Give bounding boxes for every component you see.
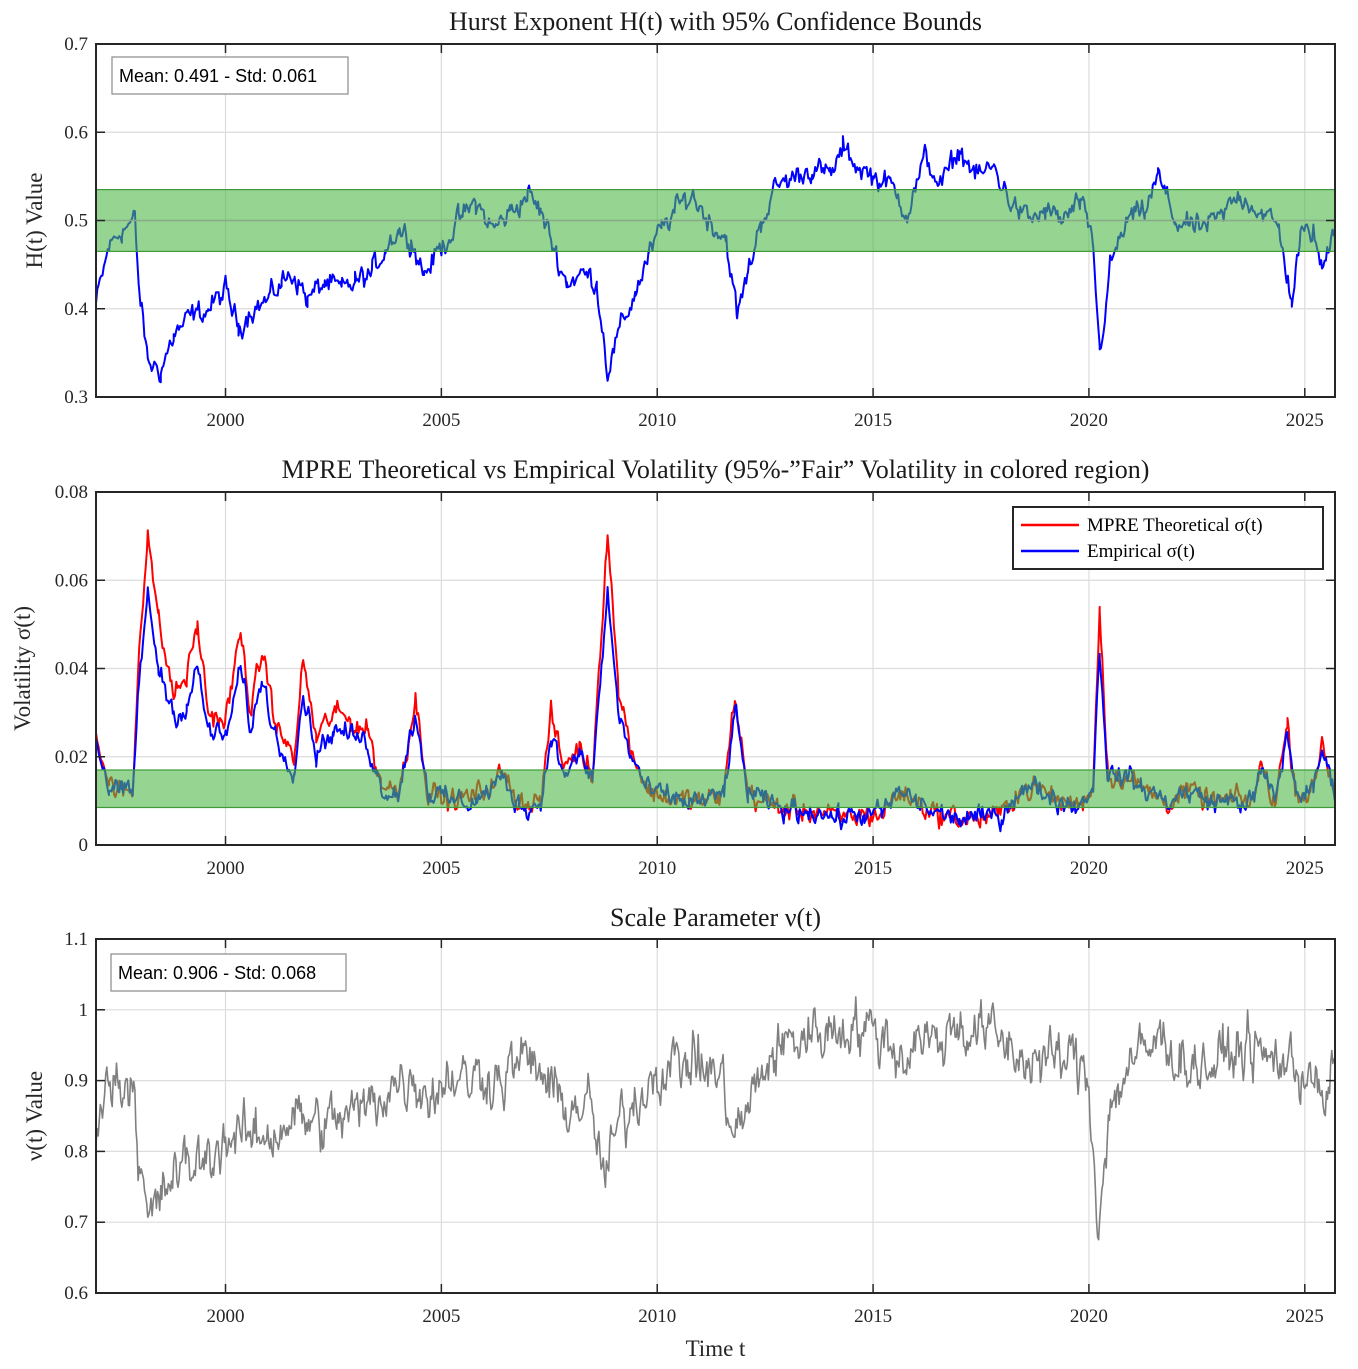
y-tick-label: 0.08	[55, 482, 88, 503]
volatility-panel: 2000 2005 2010 2015 2020 2025 0 0.02 0.04 0.06 0.0…	[10, 455, 1336, 879]
y-tick-label: 0.6	[64, 122, 88, 143]
y-tick-label: 0.5	[64, 211, 88, 232]
stats-annotation-box	[110, 953, 347, 992]
hurst-chart-title: Hurst Exponent H(t) with 95% Confidence …	[449, 7, 982, 36]
scale-panel: 2000 2005 2010 2015 2020 2025 0.6 0.7 0.8 0.9 1 1.1…	[22, 903, 1336, 1361]
y-tick-label: 0.8	[64, 1141, 88, 1162]
x-axis-label: Time t	[686, 1336, 746, 1361]
y-tick-label: 0.02	[55, 747, 88, 768]
x-tick-label: 2020	[1070, 1306, 1108, 1327]
x-tick-label: 2010	[638, 410, 676, 431]
stats-annotation-text: Mean: 0.491 - Std: 0.061	[119, 66, 317, 86]
x-tick-label: 2015	[854, 1306, 892, 1327]
scale-series-line	[96, 996, 1335, 1241]
scale-axes-box	[95, 938, 1336, 1294]
legend-box	[1012, 506, 1324, 570]
x-tick-label: 2025	[1286, 1306, 1324, 1327]
x-tick-label: 2015	[854, 858, 892, 879]
hurst-y-axis-label: H(t) Value	[22, 172, 47, 268]
x-tick-label: 2025	[1286, 410, 1324, 431]
scale-plot-area	[96, 939, 1335, 1293]
y-tick-label: 1.1	[64, 929, 88, 950]
hurst-panel: 2000 2005 2010 2015 2020 2025 0.3 0.4 0.5 0.6 0.7 H…	[22, 7, 1336, 431]
volatility-y-axis-label: Volatility σ(t)	[10, 606, 35, 731]
stats-annotation-box	[111, 56, 349, 95]
x-tick-label: 2000	[207, 858, 245, 879]
legend-entry: Empirical σ(t)	[1087, 541, 1195, 562]
x-tick-label: 2010	[638, 858, 676, 879]
x-tick-label: 2005	[422, 410, 460, 431]
y-tick-label: 0	[79, 835, 89, 856]
x-tick-label: 2020	[1070, 858, 1108, 879]
volatility-confidence-band	[95, 769, 1336, 809]
x-tick-label: 2005	[422, 858, 460, 879]
y-tick-label: 0.6	[64, 1283, 88, 1304]
y-tick-label: 0.7	[64, 34, 88, 55]
x-tick-label: 2025	[1286, 858, 1324, 879]
legend-entry: MPRE Theoretical σ(t)	[1087, 515, 1263, 536]
y-tick-label: 0.06	[55, 570, 88, 591]
scale-y-axis-label: ν(t) Value	[22, 1071, 47, 1161]
y-tick-label: 0.4	[64, 299, 88, 320]
y-tick-label: 1	[79, 1000, 89, 1021]
scale-series-group	[96, 996, 1335, 1241]
volatility-chart-title: MPRE Theoretical vs Empirical Volatility…	[282, 455, 1150, 484]
x-tick-label: 2005	[422, 1306, 460, 1327]
y-tick-label: 0.3	[64, 387, 88, 408]
stats-annotation-text: Mean: 0.906 - Std: 0.068	[118, 963, 316, 983]
x-tick-label: 2010	[638, 1306, 676, 1327]
x-tick-label: 2015	[854, 410, 892, 431]
y-tick-label: 0.9	[64, 1071, 88, 1092]
x-tick-label: 2000	[207, 1306, 245, 1327]
x-tick-label: 2000	[207, 410, 245, 431]
x-tick-label: 2020	[1070, 410, 1108, 431]
y-tick-label: 0.04	[55, 659, 89, 680]
scale-chart-title: Scale Parameter ν(t)	[610, 903, 821, 932]
y-tick-label: 0.7	[64, 1212, 88, 1233]
